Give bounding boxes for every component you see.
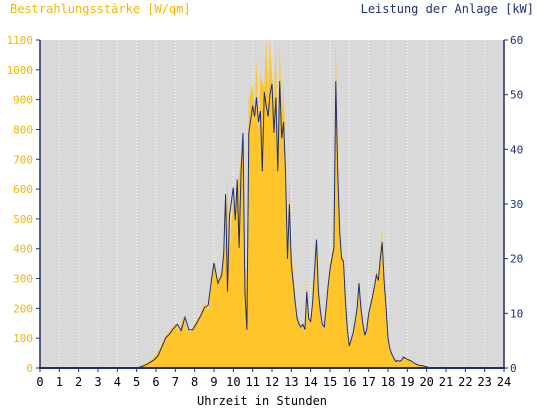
right-tick-label: 50 — [510, 89, 523, 102]
x-tick-label: 8 — [191, 375, 198, 389]
left-axis-title: Bestrahlungsstärke [W/qm] — [10, 2, 191, 16]
left-tick-label: 1100 — [7, 34, 34, 47]
x-tick-label: 4 — [114, 375, 121, 389]
x-tick-label: 15 — [323, 375, 337, 389]
x-tick-label: 11 — [245, 375, 259, 389]
right-tick-label: 60 — [510, 34, 523, 47]
left-tick-label: 300 — [13, 273, 33, 286]
right-tick-label: 10 — [510, 307, 523, 320]
x-tick-label: 2 — [75, 375, 82, 389]
left-tick-label: 800 — [13, 123, 33, 136]
left-tick-label: 400 — [13, 243, 33, 256]
x-tick-label: 3 — [94, 375, 101, 389]
x-tick-label: 12 — [265, 375, 279, 389]
left-tick-label: 200 — [13, 302, 33, 315]
x-tick-label: 13 — [284, 375, 298, 389]
x-tick-label: 20 — [419, 375, 433, 389]
x-axis-ticks: 0 1 2 3 4 5 6 7 8 9 10 11 12 13 14 15 16 17 18 19 20 21 22 23 24 — [36, 368, 511, 389]
x-tick-label: 0 — [36, 375, 43, 389]
left-tick-label: 900 — [13, 94, 33, 107]
x-tick-label: 24 — [497, 375, 511, 389]
x-tick-label: 17 — [361, 375, 375, 389]
left-tick-label: 600 — [13, 183, 33, 196]
right-tick-label: 40 — [510, 143, 523, 156]
right-axis-title: Leistung der Anlage [kW] — [361, 2, 534, 16]
x-tick-label: 9 — [210, 375, 217, 389]
right-tick-label: 30 — [510, 198, 523, 211]
x-axis-title: Uhrzeit in Stunden — [197, 394, 327, 408]
x-tick-label: 14 — [303, 375, 317, 389]
left-tick-label: 1000 — [7, 64, 34, 77]
x-tick-label: 23 — [477, 375, 491, 389]
left-axis-ticks: 0 100 200 300 400 500 600 700 800 900 1000 1100 — [7, 34, 40, 375]
left-tick-label: 0 — [26, 362, 33, 375]
x-tick-label: 19 — [400, 375, 414, 389]
x-tick-label: 1 — [56, 375, 63, 389]
x-tick-label: 5 — [133, 375, 140, 389]
irradiance-area — [40, 40, 504, 368]
left-tick-label: 700 — [13, 153, 33, 166]
right-tick-label: 20 — [510, 253, 523, 266]
left-tick-label: 100 — [13, 332, 33, 345]
right-axis-ticks: 0 10 20 30 40 50 60 — [504, 34, 523, 375]
x-tick-label: 18 — [381, 375, 395, 389]
x-tick-label: 21 — [439, 375, 453, 389]
x-tick-label: 22 — [458, 375, 472, 389]
power-line — [40, 80, 504, 369]
x-tick-label: 10 — [226, 375, 240, 389]
x-tick-label: 6 — [152, 375, 159, 389]
x-tick-label: 7 — [172, 375, 179, 389]
left-tick-label: 500 — [13, 213, 33, 226]
x-tick-label: 16 — [342, 375, 356, 389]
right-tick-label: 0 — [510, 362, 517, 375]
